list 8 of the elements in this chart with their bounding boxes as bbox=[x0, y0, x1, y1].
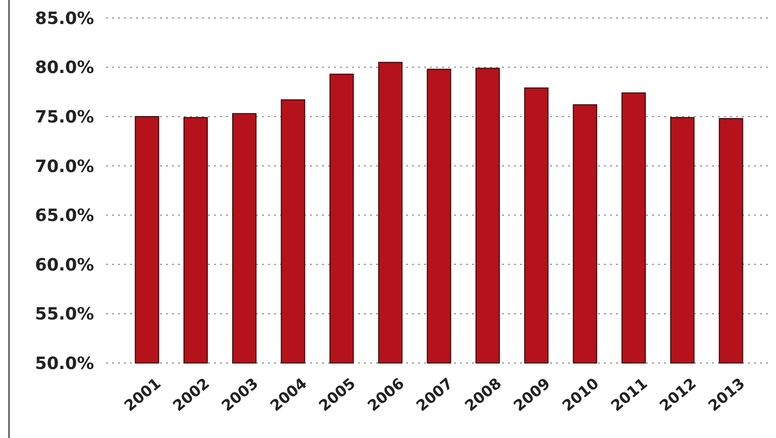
y-tick-label: 50.0% bbox=[35, 354, 94, 374]
y-tick-label: 65.0% bbox=[35, 206, 94, 226]
y-tick-label: 85.0% bbox=[35, 8, 94, 29]
y-tick-label: 60.0% bbox=[35, 255, 94, 276]
y-tick-label: 70.0% bbox=[35, 156, 94, 177]
y-tick-label: 55.0% bbox=[35, 304, 94, 325]
y-tick-label: 80.0% bbox=[35, 58, 94, 78]
y-tick-label: 75.0% bbox=[35, 108, 94, 128]
